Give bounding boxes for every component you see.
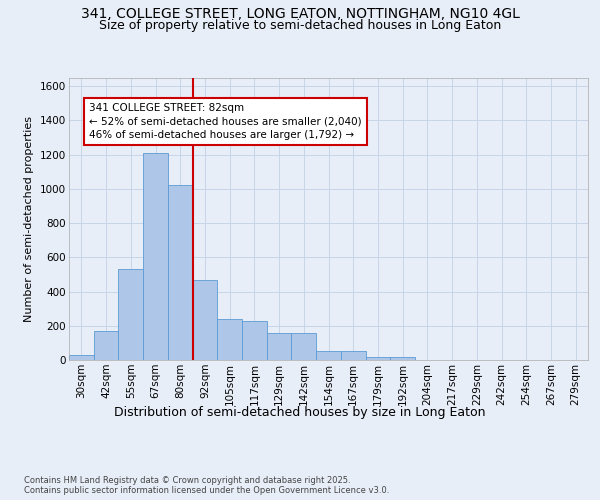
Bar xyxy=(118,270,143,360)
Bar xyxy=(242,320,267,360)
Text: 341, COLLEGE STREET, LONG EATON, NOTTINGHAM, NG10 4GL: 341, COLLEGE STREET, LONG EATON, NOTTING… xyxy=(80,8,520,22)
Y-axis label: Number of semi-detached properties: Number of semi-detached properties xyxy=(25,116,34,322)
Bar xyxy=(168,186,193,360)
Bar xyxy=(341,352,365,360)
Text: Size of property relative to semi-detached houses in Long Eaton: Size of property relative to semi-detach… xyxy=(99,18,501,32)
Bar xyxy=(316,352,341,360)
Bar xyxy=(69,355,94,360)
Bar xyxy=(267,332,292,360)
Bar xyxy=(193,280,217,360)
Bar xyxy=(390,356,415,360)
Bar xyxy=(365,356,390,360)
Bar xyxy=(94,331,118,360)
Bar xyxy=(217,319,242,360)
Bar xyxy=(292,332,316,360)
Text: 341 COLLEGE STREET: 82sqm
← 52% of semi-detached houses are smaller (2,040)
46% : 341 COLLEGE STREET: 82sqm ← 52% of semi-… xyxy=(89,103,361,140)
Text: Distribution of semi-detached houses by size in Long Eaton: Distribution of semi-detached houses by … xyxy=(114,406,486,419)
Text: Contains HM Land Registry data © Crown copyright and database right 2025.
Contai: Contains HM Land Registry data © Crown c… xyxy=(24,476,389,495)
Bar xyxy=(143,153,168,360)
